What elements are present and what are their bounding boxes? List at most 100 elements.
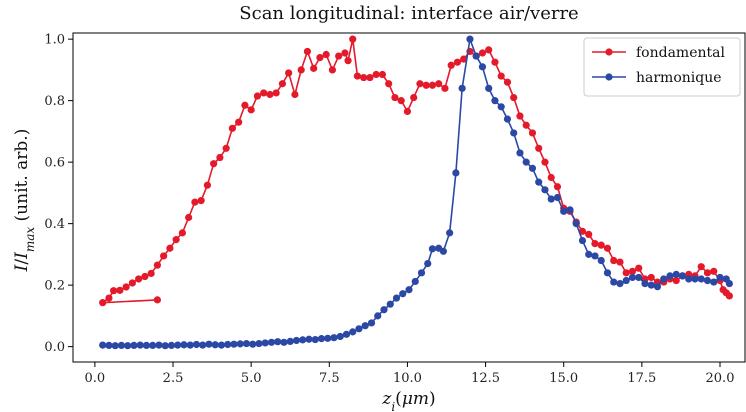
y-tick-label: 0.4 — [44, 217, 65, 232]
x-tick-label: 7.5 — [319, 371, 340, 386]
legend-label-fondamental: fondamental — [636, 45, 725, 61]
data-point-harmonique — [697, 275, 705, 283]
data-point-harmonique — [428, 245, 437, 253]
data-point-fondamental — [441, 84, 449, 92]
data-point-harmonique — [292, 336, 301, 345]
data-point-harmonique — [367, 319, 376, 327]
data-point-harmonique — [466, 35, 474, 43]
data-point-fondamental — [447, 61, 455, 69]
data-point-harmonique — [417, 269, 426, 277]
data-point-fondamental — [603, 244, 612, 252]
data-point-harmonique — [578, 236, 587, 245]
data-point-fondamental — [453, 58, 462, 66]
x-axis: 0.0 2.5 5.0 7.5 10.0 12.5 15.0 17.5 20.0 — [85, 362, 734, 386]
chart-title: Scan longitudinal: interface air/verre — [239, 3, 578, 24]
data-point-harmonique — [628, 273, 637, 282]
data-point-fondamental — [397, 97, 405, 105]
data-point-fondamental — [135, 275, 143, 283]
data-point-fondamental — [510, 93, 518, 102]
data-point-harmonique — [666, 272, 674, 280]
data-point-harmonique — [155, 341, 163, 349]
data-point-harmonique — [725, 279, 733, 288]
data-point-fondamental — [697, 263, 705, 271]
data-point-harmonique — [224, 340, 232, 349]
data-point-harmonique — [522, 158, 530, 166]
series-layer — [99, 35, 733, 350]
data-point-fondamental — [535, 144, 543, 152]
data-point-fondamental — [310, 64, 318, 72]
legend: fondamental harmonique — [583, 37, 741, 97]
data-point-harmonique — [572, 220, 580, 228]
data-point-harmonique — [424, 260, 432, 268]
data-point-fondamental — [410, 93, 418, 102]
data-point-harmonique — [255, 339, 263, 348]
data-point-fondamental — [328, 66, 337, 74]
data-point-fondamental — [216, 153, 224, 162]
data-point-harmonique — [647, 281, 655, 289]
data-point-harmonique — [585, 250, 593, 258]
data-point-harmonique — [349, 328, 357, 336]
data-point-fondamental — [266, 90, 274, 99]
data-point-fondamental — [391, 93, 399, 102]
data-point-harmonique — [405, 286, 413, 294]
data-point-fondamental — [316, 53, 324, 62]
data-point-fondamental — [147, 269, 155, 278]
data-point-harmonique — [324, 334, 332, 342]
data-point-harmonique — [478, 63, 487, 71]
data-point-harmonique — [547, 195, 555, 203]
data-point-fondamental — [585, 230, 593, 238]
x-tick-label: 17.5 — [627, 371, 656, 386]
data-point-harmonique — [149, 341, 157, 349]
data-point-fondamental — [335, 52, 343, 60]
data-point-harmonique — [641, 279, 649, 288]
data-point-harmonique — [236, 340, 244, 348]
data-point-fondamental — [385, 80, 393, 88]
data-point-harmonique — [180, 341, 188, 349]
data-point-fondamental — [460, 55, 468, 63]
data-point-fondamental — [578, 227, 587, 235]
data-point-harmonique — [672, 270, 680, 278]
y-tick-label: 0.6 — [44, 156, 65, 171]
data-point-harmonique — [355, 325, 363, 333]
data-point-harmonique — [560, 207, 568, 215]
y-tick-label: 0.8 — [44, 94, 65, 109]
legend-marker-fondamental — [605, 48, 613, 56]
data-point-fondamental — [360, 73, 368, 82]
data-point-harmonique — [553, 193, 562, 202]
data-point-harmonique — [516, 149, 524, 157]
data-point-fondamental — [616, 258, 624, 266]
data-point-fondamental — [647, 273, 655, 282]
data-point-harmonique — [392, 294, 401, 302]
data-point-fondamental — [241, 101, 249, 109]
data-point-harmonique — [286, 337, 294, 345]
data-point-harmonique — [211, 341, 219, 349]
data-point-harmonique — [136, 341, 144, 349]
data-point-fondamental — [597, 241, 605, 249]
data-point-fondamental — [591, 240, 599, 248]
data-point-harmonique — [230, 340, 238, 348]
data-point-harmonique — [653, 283, 662, 291]
legend-label-harmonique: harmonique — [636, 70, 722, 86]
data-point-harmonique — [124, 342, 132, 350]
data-point-harmonique — [528, 164, 537, 172]
data-point-harmonique — [635, 273, 643, 282]
data-point-harmonique — [199, 341, 207, 349]
data-point-harmonique — [716, 273, 724, 282]
data-point-fondamental — [635, 264, 643, 272]
data-point-fondamental — [178, 229, 186, 237]
y-tick-label: 0.0 — [44, 340, 65, 355]
y-tick-label: 1.0 — [44, 33, 65, 48]
data-point-fondamental — [478, 49, 487, 57]
data-point-fondamental — [260, 89, 268, 97]
x-axis-label: zi(μm) — [381, 389, 435, 412]
legend-marker-harmonique — [605, 73, 613, 81]
x-tick-label: 10.0 — [393, 371, 422, 386]
x-tick-label: 15.0 — [549, 371, 578, 386]
data-point-harmonique — [261, 339, 269, 347]
data-point-fondamental — [491, 58, 499, 66]
data-point-fondamental — [435, 80, 443, 88]
data-point-fondamental — [303, 47, 312, 56]
data-point-harmonique — [111, 342, 119, 350]
data-point-fondamental — [553, 183, 562, 191]
